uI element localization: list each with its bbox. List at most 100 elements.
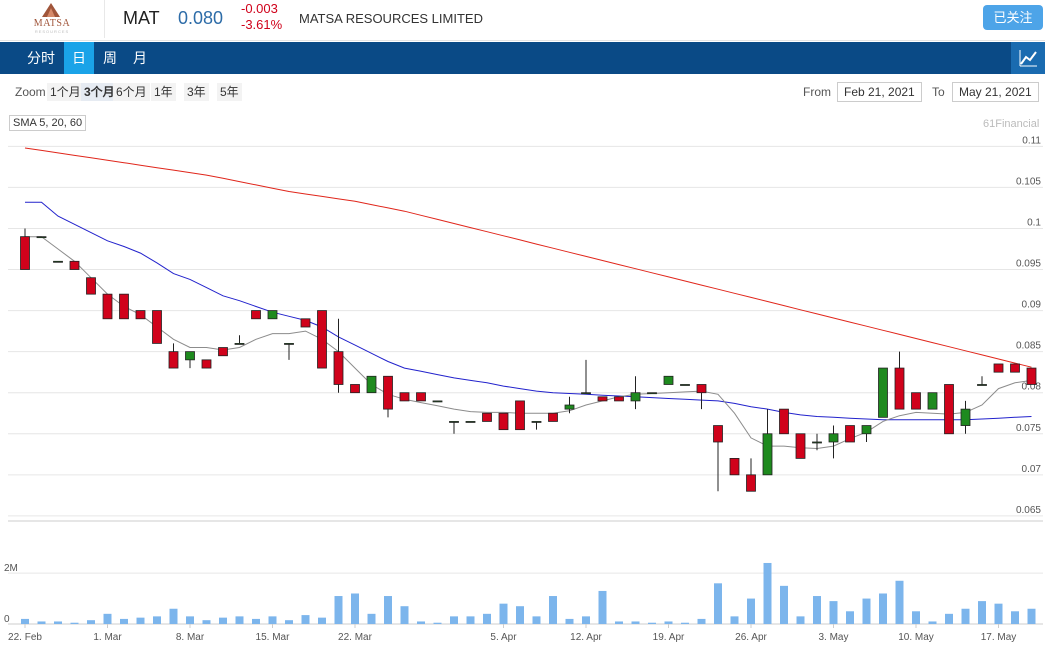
volume-bar	[598, 590, 607, 624]
volume-bar	[219, 617, 227, 624]
volume-bar	[103, 613, 112, 624]
candle-body	[449, 421, 459, 423]
candle-body	[482, 412, 492, 422]
y-tick-label: 0.09	[1022, 300, 1042, 311]
period-tabs: 分时 日 周 月	[0, 42, 1045, 74]
volume-bar	[862, 598, 871, 624]
volume-bar	[697, 618, 706, 624]
volume-tick-label: 2M	[4, 563, 18, 574]
x-tick-label: 22. Mar	[338, 632, 373, 643]
volume-bar	[120, 618, 128, 624]
candle-body	[300, 318, 311, 328]
tab-monthly[interactable]: 月	[133, 50, 147, 66]
volume-bar	[433, 622, 442, 624]
volume-bar	[829, 601, 838, 624]
candle-body	[251, 310, 261, 320]
volume-bar	[351, 593, 359, 624]
to-date-input[interactable]: May 21, 2021	[952, 82, 1039, 102]
volume-bar	[928, 621, 937, 624]
candle-body	[614, 396, 624, 402]
volume-bar	[681, 622, 689, 624]
candle-body	[416, 392, 426, 402]
candle-body	[630, 392, 641, 402]
candle-body	[234, 343, 245, 345]
candle-body	[284, 343, 294, 345]
candle-body	[828, 433, 839, 443]
sma-indicator-label[interactable]: SMA 5, 20, 60	[9, 115, 87, 131]
price-change-abs: -0.003	[241, 1, 278, 16]
volume-bar	[747, 598, 755, 624]
volume-bar	[318, 617, 326, 624]
logo-mark-icon	[42, 3, 60, 17]
candle-body	[152, 310, 162, 344]
volume-bar	[301, 615, 310, 624]
to-label: To	[932, 85, 945, 99]
volume-bar	[285, 620, 293, 624]
volume-bar	[499, 603, 508, 624]
volume-bar	[252, 618, 260, 624]
candle-body	[680, 384, 690, 386]
candle-body	[218, 347, 228, 357]
x-tick-label: 22. Feb	[8, 632, 42, 643]
chart-type-toggle[interactable]	[1011, 42, 1045, 74]
volume-bar	[813, 596, 821, 624]
zoom-3y-button[interactable]: 3年	[184, 83, 209, 101]
volume-bar	[780, 585, 788, 624]
candle-body	[119, 293, 129, 320]
candle-body	[201, 359, 212, 369]
follow-button[interactable]: 已关注	[983, 5, 1043, 30]
volume-bar	[912, 611, 920, 624]
volume-bar	[186, 616, 194, 624]
x-tick-label: 15. Mar	[256, 632, 291, 643]
candle-body	[1026, 367, 1037, 385]
y-tick-label: 0.105	[1016, 176, 1041, 187]
volume-bar	[615, 621, 623, 624]
candle-body	[927, 392, 938, 410]
volume-bar	[466, 616, 475, 624]
x-tick-label: 5. Apr	[490, 632, 517, 643]
volume-bar	[268, 616, 277, 624]
volume-bar	[202, 620, 211, 624]
y-tick-label: 0.11	[1022, 135, 1041, 146]
candle-body	[317, 310, 327, 369]
candle-body	[581, 392, 591, 395]
tab-daily[interactable]: 日	[64, 42, 94, 74]
candle-body	[168, 351, 179, 369]
y-tick-label: 0.085	[1016, 341, 1041, 352]
candle-body	[663, 375, 674, 385]
x-tick-label: 3. May	[818, 632, 848, 643]
volume-bar	[582, 616, 590, 624]
volume-bar	[235, 616, 244, 624]
zoom-6m-button[interactable]: 6个月	[113, 83, 150, 101]
from-date-input[interactable]: Feb 21, 2021	[837, 82, 922, 102]
volume-bar	[384, 596, 392, 624]
x-tick-label: 10. May	[898, 632, 934, 643]
candle-body	[399, 392, 410, 402]
range-toolbar: Zoom 1个月 3个月 6个月 1年 3年 5年 From Feb 21, 2…	[0, 80, 1045, 104]
zoom-1m-button[interactable]: 1个月	[47, 83, 84, 101]
candle-body	[531, 421, 542, 423]
y-tick-label: 0.07	[1022, 464, 1042, 475]
zoom-3m-button[interactable]: 3个月	[81, 83, 118, 101]
candle-body	[894, 367, 905, 410]
zoom-1y-button[interactable]: 1年	[151, 83, 176, 101]
volume-bar	[21, 618, 29, 624]
price-change-pct: -3.61%	[241, 17, 283, 32]
candle-body	[647, 392, 657, 395]
candle-body	[102, 293, 113, 320]
company-logo: MATSA RESOURCES	[0, 0, 105, 38]
volume-bar	[961, 608, 970, 624]
zoom-5y-button[interactable]: 5年	[217, 83, 242, 101]
x-tick-label: 17. May	[981, 632, 1017, 643]
tab-weekly[interactable]: 周	[103, 50, 117, 66]
tab-intraday[interactable]: 分时	[27, 50, 55, 66]
volume-bar	[1011, 611, 1019, 624]
line-chart-icon	[1019, 50, 1037, 67]
candle-body	[977, 384, 987, 386]
candle-body	[498, 412, 509, 431]
logo-text: MATSA	[33, 18, 71, 29]
volume-bar	[136, 617, 145, 624]
x-tick-label: 8. Mar	[176, 632, 205, 643]
volume-bar	[153, 616, 161, 624]
